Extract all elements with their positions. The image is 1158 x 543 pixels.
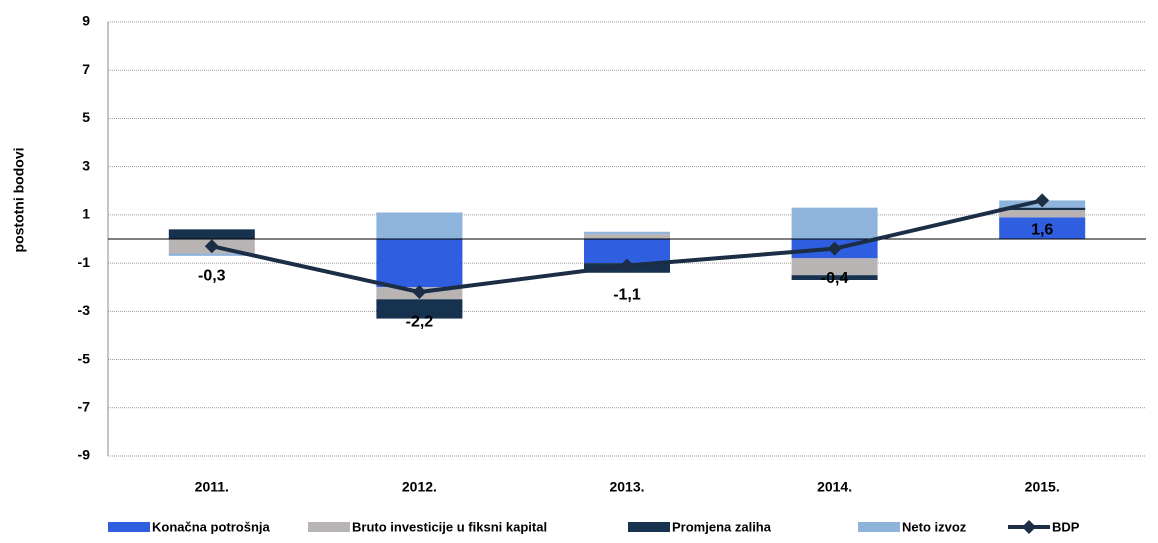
y-tick-label: 1 <box>82 206 90 222</box>
y-tick-label: 5 <box>82 109 90 125</box>
data-label: -2,2 <box>406 313 434 330</box>
y-tick-label: 7 <box>82 61 90 77</box>
y-tick-label: 3 <box>82 157 90 173</box>
bar-segment <box>376 299 463 319</box>
data-label: -0,3 <box>198 267 226 284</box>
legend-label: Bruto investicije u fiksni kapital <box>352 519 547 534</box>
x-tick-label: 2011. <box>195 479 229 495</box>
data-label: 1,6 <box>1031 222 1053 239</box>
y-tick-label: 9 <box>82 13 90 29</box>
legend-swatch <box>108 522 150 532</box>
line-marker <box>1035 193 1050 208</box>
bar-segment <box>168 253 255 256</box>
legend-label: Konačna potrošnja <box>152 519 271 534</box>
y-tick-label: -7 <box>78 398 91 414</box>
bar-segment <box>168 229 255 239</box>
bar-segment <box>584 234 670 239</box>
legend-label: BDP <box>1052 519 1080 534</box>
bar-segment <box>791 207 878 239</box>
x-tick-label: 2015. <box>1025 479 1060 495</box>
bar-segment <box>376 212 463 239</box>
bar-segment <box>999 207 1086 211</box>
y-tick-label: -1 <box>78 254 91 270</box>
bar-segment <box>376 239 463 288</box>
bar-segment <box>584 231 670 235</box>
legend-label: Neto izvoz <box>902 519 967 534</box>
y-axis-label: postotni bodovi <box>11 148 27 253</box>
line-marker <box>620 258 634 273</box>
y-tick-label: -9 <box>78 447 91 463</box>
bar-segment <box>791 258 878 276</box>
bar-segment <box>999 210 1086 218</box>
line-marker <box>827 241 842 256</box>
data-label: -1,1 <box>613 287 641 304</box>
bar-segment <box>999 217 1086 239</box>
x-tick-label: 2012. <box>402 479 437 495</box>
legend-swatch <box>1022 520 1036 534</box>
bar-segment <box>791 275 878 280</box>
legend-swatch <box>858 522 900 532</box>
y-tick-label: -3 <box>78 302 91 318</box>
x-tick-label: 2014. <box>817 479 852 495</box>
line-marker <box>204 239 219 254</box>
legend-swatch <box>628 522 670 532</box>
line-marker <box>412 285 427 300</box>
x-tick-label: 2013. <box>609 479 644 495</box>
data-label: -0,4 <box>821 270 849 287</box>
legend-swatch <box>308 522 350 532</box>
legend-label: Promjena zaliha <box>672 519 772 534</box>
y-tick-label: -5 <box>78 350 91 366</box>
